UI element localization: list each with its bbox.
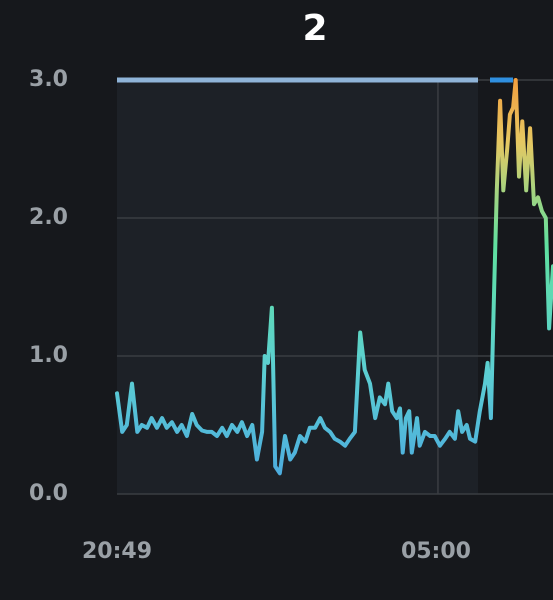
data-line xyxy=(115,78,553,476)
y-tick-label: 0.0 xyxy=(29,481,68,506)
x-tick-label: 20:49 xyxy=(82,539,152,564)
x-tick-label: 05:00 xyxy=(401,539,471,564)
y-tick-label: 2.0 xyxy=(29,205,68,230)
chart-title: 2 xyxy=(302,8,327,49)
y-tick-label: 3.0 xyxy=(29,67,68,92)
y-tick-label: 1.0 xyxy=(29,343,68,368)
